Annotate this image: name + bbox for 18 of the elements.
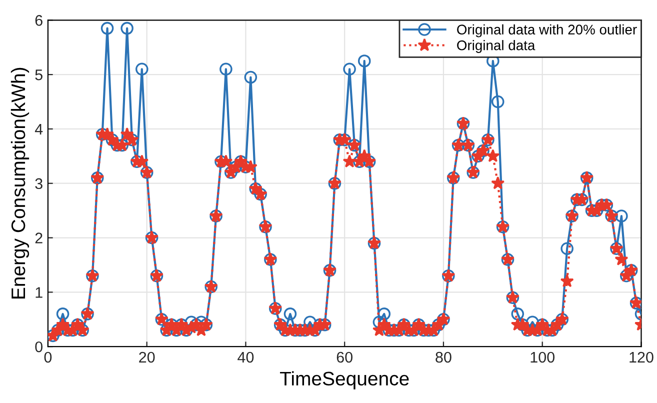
y-tick-label: 3 [35,178,42,190]
x-tick-label: 120 [630,352,654,363]
x-axis-title: TimeSequence [280,371,409,390]
x-tick-label: 100 [530,352,554,363]
y-tick-label: 0 [35,341,43,352]
y-tick-label: 2 [35,232,42,244]
y-tick-label: 6 [35,15,42,26]
x-tick-label: 0 [44,352,52,363]
y-axis-title: Energy Consumption(kWh) [10,68,30,298]
y-tick-label: 5 [35,70,42,80]
y-tick-label: 1 [36,287,42,298]
y-tick-label: 4 [34,124,43,134]
x-tick-label: 20 [139,352,155,363]
legend-label: Original data [457,40,536,53]
x-tick-label: 60 [336,352,352,363]
x-tick-label: 40 [238,352,254,363]
legend-label: Original data with 20% outlier [457,24,637,38]
x-tick-label: 80 [436,352,452,363]
